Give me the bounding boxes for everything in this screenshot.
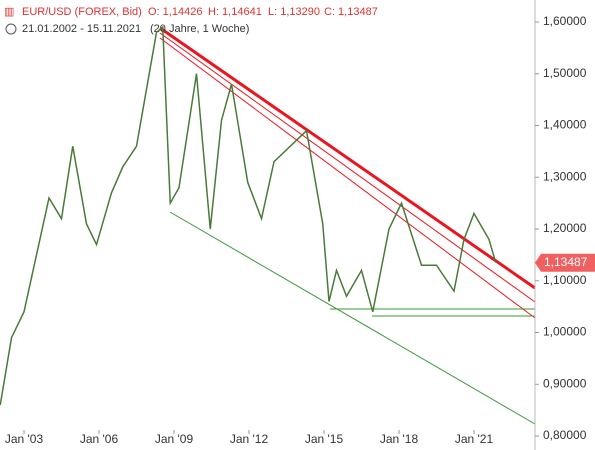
x-tick-label: Jan '15 bbox=[305, 432, 344, 446]
y-tick-label: 1,50000 bbox=[543, 66, 587, 80]
trendlines bbox=[159, 26, 536, 425]
low: L: 1,13290 bbox=[268, 6, 320, 18]
x-tick-label: Jan '06 bbox=[80, 432, 119, 446]
x-tick-label: Jan '09 bbox=[155, 432, 194, 446]
y-tick-label: 0,90000 bbox=[543, 376, 587, 390]
open: O: 1,14426 bbox=[148, 6, 202, 18]
y-tick-label: 1,30000 bbox=[543, 169, 587, 183]
y-tick-label: 1,20000 bbox=[543, 221, 587, 235]
trendline bbox=[159, 32, 536, 303]
y-tick-label: 1,40000 bbox=[543, 118, 587, 132]
price-tag bbox=[535, 253, 595, 272]
price-tag-label: 1,13487 bbox=[544, 255, 588, 269]
price-line bbox=[0, 25, 497, 406]
icon: ▥ bbox=[4, 6, 14, 18]
x-tick-label: Jan '03 bbox=[5, 432, 44, 446]
symbol: EUR/USD (FOREX, Bid) bbox=[22, 6, 142, 18]
close: C: 1,13487 bbox=[324, 6, 378, 18]
trendline bbox=[169, 211, 536, 425]
x-tick-label: Jan '21 bbox=[455, 432, 494, 446]
y-tick-label: 0,80000 bbox=[543, 428, 587, 442]
x-tick-label: Jan '12 bbox=[230, 432, 269, 446]
date-range: 21.01.2002 - 15.11.2021 bbox=[22, 23, 141, 35]
x-tick-label: Jan '18 bbox=[380, 432, 419, 446]
y-tick-label: 1,60000 bbox=[543, 14, 587, 28]
high: H: 1,14641 bbox=[208, 6, 262, 18]
trendline bbox=[159, 37, 536, 319]
clock-icon bbox=[5, 23, 17, 35]
trendline bbox=[159, 26, 536, 290]
y-tick-label: 1,00000 bbox=[543, 325, 587, 339]
period: (20 Jahre, 1 Woche) bbox=[150, 23, 249, 35]
y-tick-label: 1,10000 bbox=[543, 273, 587, 287]
